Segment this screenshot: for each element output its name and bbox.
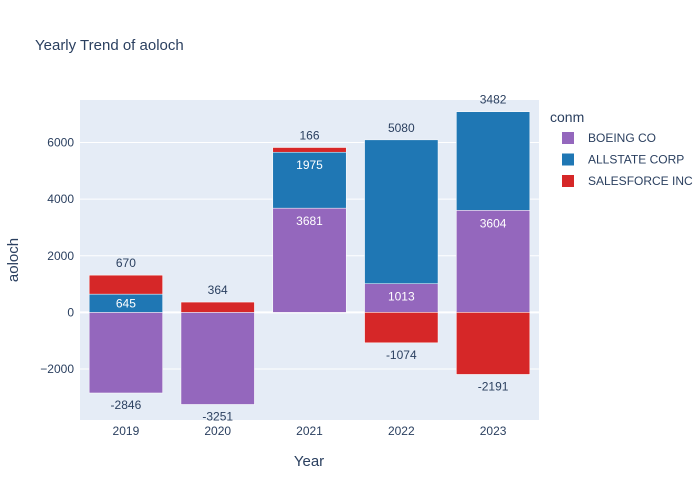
x-tick-label: 2019: [113, 424, 140, 438]
data-label: 3482: [480, 93, 507, 107]
legend-item-label[interactable]: SALESFORCE INC: [588, 174, 693, 188]
bar-salesforce-inc-2021[interactable]: [272, 147, 347, 153]
bar-salesforce-inc-2019[interactable]: [88, 274, 163, 295]
data-label: 3681: [296, 214, 323, 228]
x-tick-label: 2020: [204, 424, 231, 438]
data-label: -1074: [386, 348, 417, 362]
data-label: 645: [116, 296, 136, 310]
bar-boeing-co-2021[interactable]: [272, 207, 347, 313]
legend-swatch[interactable]: [562, 153, 574, 166]
legend-item-label[interactable]: BOEING CO: [588, 131, 656, 145]
bar-allstate-corp-2021[interactable]: [272, 151, 347, 209]
bars: [88, 111, 531, 405]
legend-swatch[interactable]: [562, 175, 574, 187]
bar-boeing-co-2023[interactable]: [456, 210, 531, 313]
y-tick-label: −2000: [40, 362, 74, 376]
legend-title: conm: [550, 109, 584, 125]
data-label: -2191: [478, 379, 509, 393]
x-axis-title: Year: [294, 453, 324, 470]
x-tick-label: 2023: [480, 424, 507, 438]
data-label: 3604: [480, 216, 507, 230]
x-tick-label: 2022: [388, 424, 415, 438]
y-tick-label: 6000: [47, 135, 74, 149]
bar-salesforce-inc-2023[interactable]: [456, 312, 531, 375]
data-labels: -2846 645 670 -3251 364 3681 1975 166 1013 5080 -1…: [111, 93, 509, 424]
y-axis-title: aoloch: [5, 238, 22, 282]
legend[interactable]: conm BOEING CO ALLSTATE CORP SALESFORCE IN…: [550, 109, 693, 188]
y-tick-label: 2000: [47, 249, 74, 263]
y-tick-label: 4000: [47, 192, 74, 206]
bar-salesforce-inc-2022[interactable]: [364, 312, 439, 344]
y-tick-label: 0: [67, 305, 74, 319]
x-tick-label: 2021: [296, 424, 323, 438]
data-label: -3251: [202, 409, 233, 423]
bar-boeing-co-2020[interactable]: [180, 312, 255, 405]
bar-boeing-co-2019[interactable]: [88, 312, 163, 394]
y-axis-ticks: −2000 0 2000 4000 6000: [40, 135, 74, 376]
data-label: -2846: [111, 398, 142, 412]
legend-item-label[interactable]: ALLSTATE CORP: [588, 153, 684, 167]
x-axis-ticks: 2019 2020 2021 2022 2023: [113, 424, 507, 438]
data-label: 166: [299, 129, 319, 143]
data-label: 364: [208, 283, 228, 297]
data-label: 1013: [388, 290, 415, 304]
data-label: 1975: [296, 158, 323, 172]
legend-swatch[interactable]: [562, 132, 574, 144]
bar-allstate-corp-2023[interactable]: [456, 111, 531, 211]
chart-title: Yearly Trend of aoloch: [35, 37, 184, 54]
bar-salesforce-inc-2020[interactable]: [180, 301, 255, 313]
data-label: 670: [116, 256, 136, 270]
bar-allstate-corp-2022[interactable]: [364, 139, 439, 284]
data-label: 5080: [388, 121, 415, 135]
